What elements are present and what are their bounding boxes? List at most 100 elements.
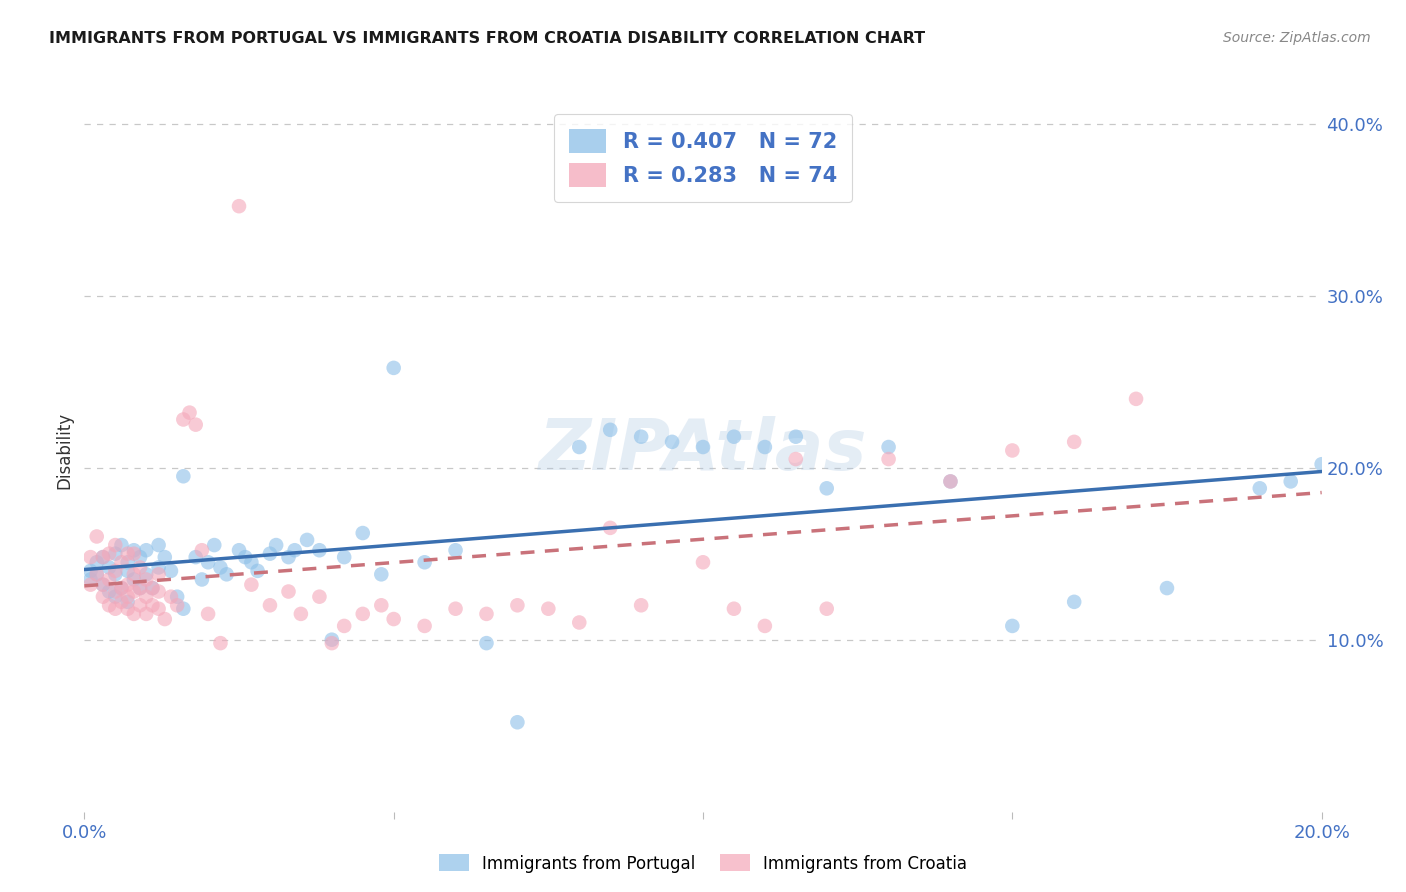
Point [86,567,108,582]
Point [153,612,176,626]
Point [277,550,299,565]
Point [370,599,392,613]
Point [148,567,170,582]
Point [228,543,250,558]
Point [135,567,157,582]
Point [240,555,263,569]
Point [877,452,900,467]
Point [117,555,139,569]
Legend: R = 0.407   N = 72, R = 0.283   N = 74: R = 0.407 N = 72, R = 0.283 N = 74 [554,114,852,202]
Point [117,547,139,561]
Point [295,533,318,547]
Point [475,636,498,650]
Point [661,434,683,449]
Point [148,584,170,599]
Point [98,599,121,613]
Point [630,599,652,613]
Point [135,607,157,621]
Point [117,577,139,591]
Point [110,555,132,569]
Point [321,632,343,647]
Point [148,601,170,615]
Point [148,538,170,552]
Point [382,612,405,626]
Legend: Immigrants from Portugal, Immigrants from Croatia: Immigrants from Portugal, Immigrants fro… [432,847,974,880]
Point [110,538,132,552]
Point [815,601,838,615]
Point [129,550,152,565]
Point [692,440,714,454]
Point [86,529,108,543]
Point [141,581,163,595]
Point [228,199,250,213]
Point [141,599,163,613]
Point [537,601,560,615]
Point [939,475,962,489]
Point [98,573,121,587]
Point [79,550,101,565]
Point [191,573,214,587]
Point [444,543,467,558]
Point [79,577,101,591]
Point [172,601,194,615]
Point [122,543,145,558]
Point [104,567,127,582]
Point [290,607,312,621]
Point [568,440,591,454]
Point [86,567,108,582]
Point [172,469,194,483]
Point [117,564,139,578]
Point [98,560,121,574]
Point [184,550,207,565]
Y-axis label: Disability: Disability [55,412,73,489]
Point [184,417,207,432]
Point [264,538,287,552]
Point [877,440,900,454]
Point [91,577,114,591]
Point [321,636,343,650]
Point [129,581,152,595]
Point [308,543,330,558]
Point [110,581,132,595]
Point [148,560,170,574]
Point [122,607,145,621]
Point [413,555,436,569]
Point [135,543,157,558]
Point [79,573,101,587]
Point [98,547,121,561]
Point [110,595,132,609]
Point [104,590,127,604]
Point [160,590,183,604]
Point [104,564,127,578]
Point [215,567,238,582]
Point [444,601,467,615]
Point [117,601,139,615]
Point [754,619,776,633]
Point [166,599,188,613]
Text: IMMIGRANTS FROM PORTUGAL VS IMMIGRANTS FROM CROATIA DISABILITY CORRELATION CHART: IMMIGRANTS FROM PORTUGAL VS IMMIGRANTS F… [49,31,925,46]
Point [122,547,145,561]
Point [129,560,152,574]
Point [352,526,374,541]
Point [104,584,127,599]
Point [754,440,776,454]
Point [1249,481,1271,495]
Point [599,521,621,535]
Point [122,584,145,599]
Point [191,543,214,558]
Point [1125,392,1147,406]
Point [91,550,114,565]
Point [785,452,807,467]
Point [179,406,201,420]
Point [1001,619,1024,633]
Point [1156,581,1178,595]
Point [785,430,807,444]
Point [506,599,529,613]
Point [202,538,225,552]
Point [86,555,108,569]
Point [382,360,405,375]
Point [98,584,121,599]
Point [506,715,529,730]
Point [1063,595,1085,609]
Point [135,590,157,604]
